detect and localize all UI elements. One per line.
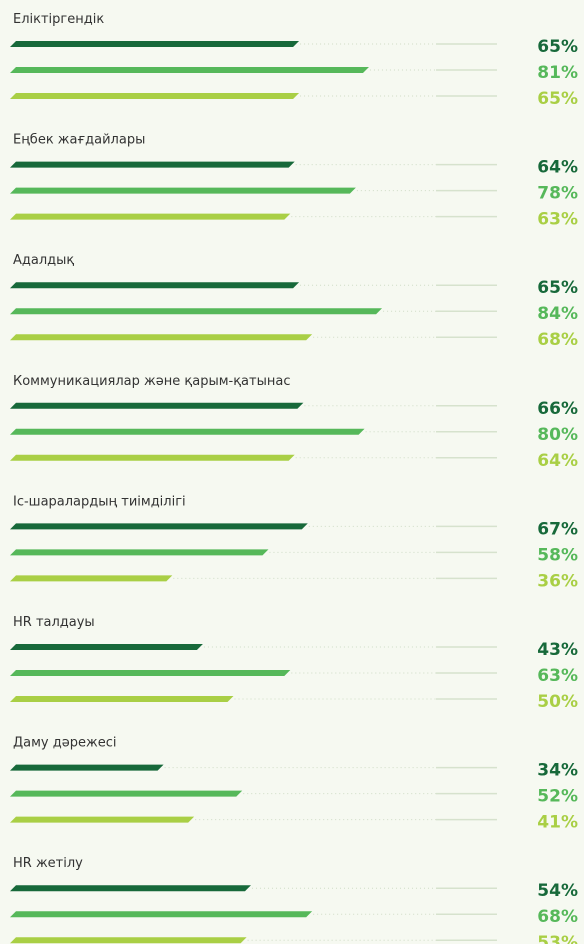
bar (10, 523, 308, 530)
category-label: Еңбек жағдайлары (13, 133, 145, 148)
bar (10, 549, 269, 556)
value-label: 84% (537, 304, 578, 324)
bar (10, 213, 291, 220)
category-label: Еліктіргендік (13, 12, 104, 27)
value-label: 64% (537, 451, 578, 471)
category-label: Даму дәрежесі (13, 736, 116, 751)
category-label: Адалдық (13, 253, 74, 268)
value-label: 43% (537, 640, 578, 660)
value-label: 81% (537, 63, 578, 83)
bar (10, 911, 313, 918)
value-label: 64% (537, 158, 578, 178)
value-label: 34% (537, 761, 578, 781)
value-label: 67% (537, 519, 578, 539)
value-label: 63% (537, 210, 578, 230)
bar (10, 696, 234, 702)
category-label: HR талдауы (13, 615, 95, 630)
bar (10, 816, 195, 823)
value-label: 58% (537, 545, 578, 565)
bar (10, 334, 313, 341)
value-label: 53% (537, 933, 578, 944)
value-label: 68% (537, 907, 578, 927)
bar (10, 93, 300, 99)
bar (10, 937, 247, 944)
bar (10, 644, 203, 650)
bar (10, 885, 251, 892)
value-label: 54% (537, 881, 578, 901)
bar (10, 575, 173, 582)
value-label: 65% (537, 89, 578, 109)
value-label: 65% (537, 278, 578, 298)
bar (10, 308, 383, 315)
bar (10, 670, 291, 676)
value-label: 68% (537, 330, 578, 350)
bar (10, 764, 164, 771)
category-label: HR жетілу (13, 856, 83, 871)
value-label: 41% (537, 813, 578, 833)
value-label: 63% (537, 666, 578, 686)
value-label: 36% (537, 571, 578, 591)
bar (10, 41, 300, 47)
value-label: 78% (537, 184, 578, 204)
value-label: 65% (537, 37, 578, 57)
bar (10, 161, 295, 168)
category-label: Іс-шаралардың тиімділігі (13, 494, 186, 509)
value-label: 66% (537, 399, 578, 419)
bar (10, 282, 300, 289)
bar (10, 67, 369, 73)
value-label: 50% (537, 692, 578, 712)
bar (10, 187, 356, 194)
category-label: Коммуникациялар және қарым-қатынас (13, 374, 290, 389)
value-label: 80% (537, 425, 578, 445)
bar (10, 790, 243, 797)
bar (10, 402, 304, 409)
bar (10, 428, 365, 435)
value-label: 52% (537, 787, 578, 807)
bar (10, 454, 295, 461)
